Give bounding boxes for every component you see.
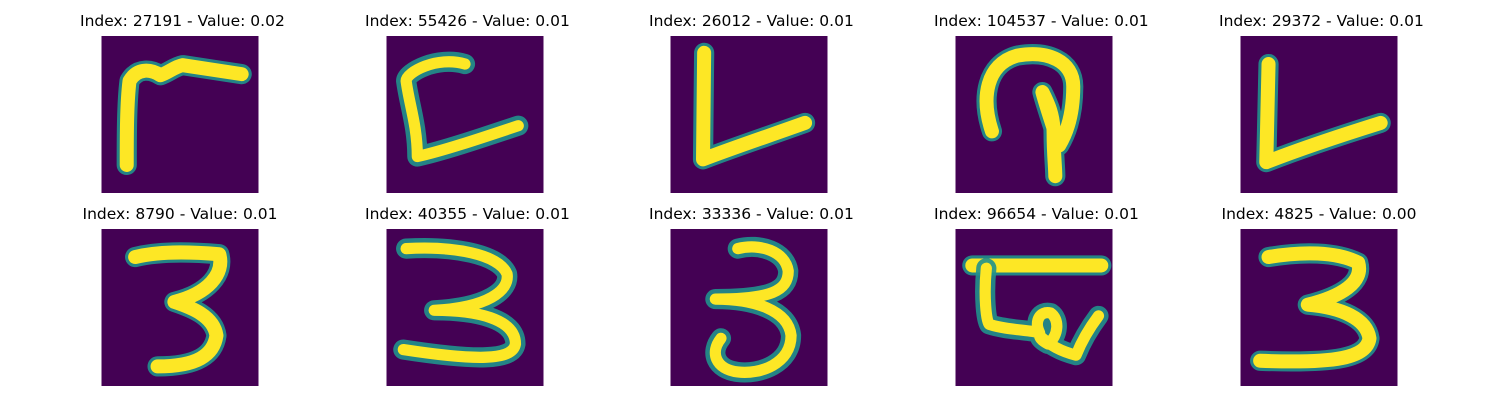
panel-title: Index: 4825 - Value: 0.00 — [1221, 205, 1417, 223]
panel-title: Index: 104537 - Value: 0.01 — [934, 12, 1149, 30]
digit-image — [670, 36, 828, 193]
digit-image — [1240, 36, 1398, 193]
panel-title: Index: 26012 - Value: 0.01 — [649, 12, 854, 30]
grid-panel: Index: 8790 - Value: 0.01 — [80, 203, 280, 386]
digit-image — [955, 229, 1113, 386]
digit-image — [386, 36, 544, 193]
grid-panel: Index: 26012 - Value: 0.01 — [649, 10, 854, 193]
grid-panel: Index: 29372 - Value: 0.01 — [1219, 10, 1424, 193]
digit-image — [1240, 229, 1398, 386]
digit-image — [101, 36, 259, 193]
panel-title: Index: 96654 - Value: 0.01 — [934, 205, 1139, 223]
grid-panel: Index: 27191 - Value: 0.02 — [80, 10, 285, 193]
grid-panel: Index: 55426 - Value: 0.01 — [365, 10, 570, 193]
digit-image — [955, 36, 1113, 193]
panel-title: Index: 33336 - Value: 0.01 — [649, 205, 854, 223]
digit-image — [670, 229, 828, 386]
panel-title: Index: 27191 - Value: 0.02 — [80, 12, 285, 30]
panel-title: Index: 29372 - Value: 0.01 — [1219, 12, 1424, 30]
panel-title: Index: 8790 - Value: 0.01 — [82, 205, 278, 223]
panel-title: Index: 55426 - Value: 0.01 — [365, 12, 570, 30]
grid-panel: Index: 40355 - Value: 0.01 — [365, 203, 570, 386]
digit-image — [101, 229, 259, 386]
grid-panel: Index: 4825 - Value: 0.00 — [1219, 203, 1419, 386]
grid-panel: Index: 104537 - Value: 0.01 — [934, 10, 1149, 193]
grid-panel: Index: 33336 - Value: 0.01 — [649, 203, 854, 386]
panel-title: Index: 40355 - Value: 0.01 — [365, 205, 570, 223]
grid-panel: Index: 96654 - Value: 0.01 — [934, 203, 1139, 386]
digit-image — [386, 229, 544, 386]
